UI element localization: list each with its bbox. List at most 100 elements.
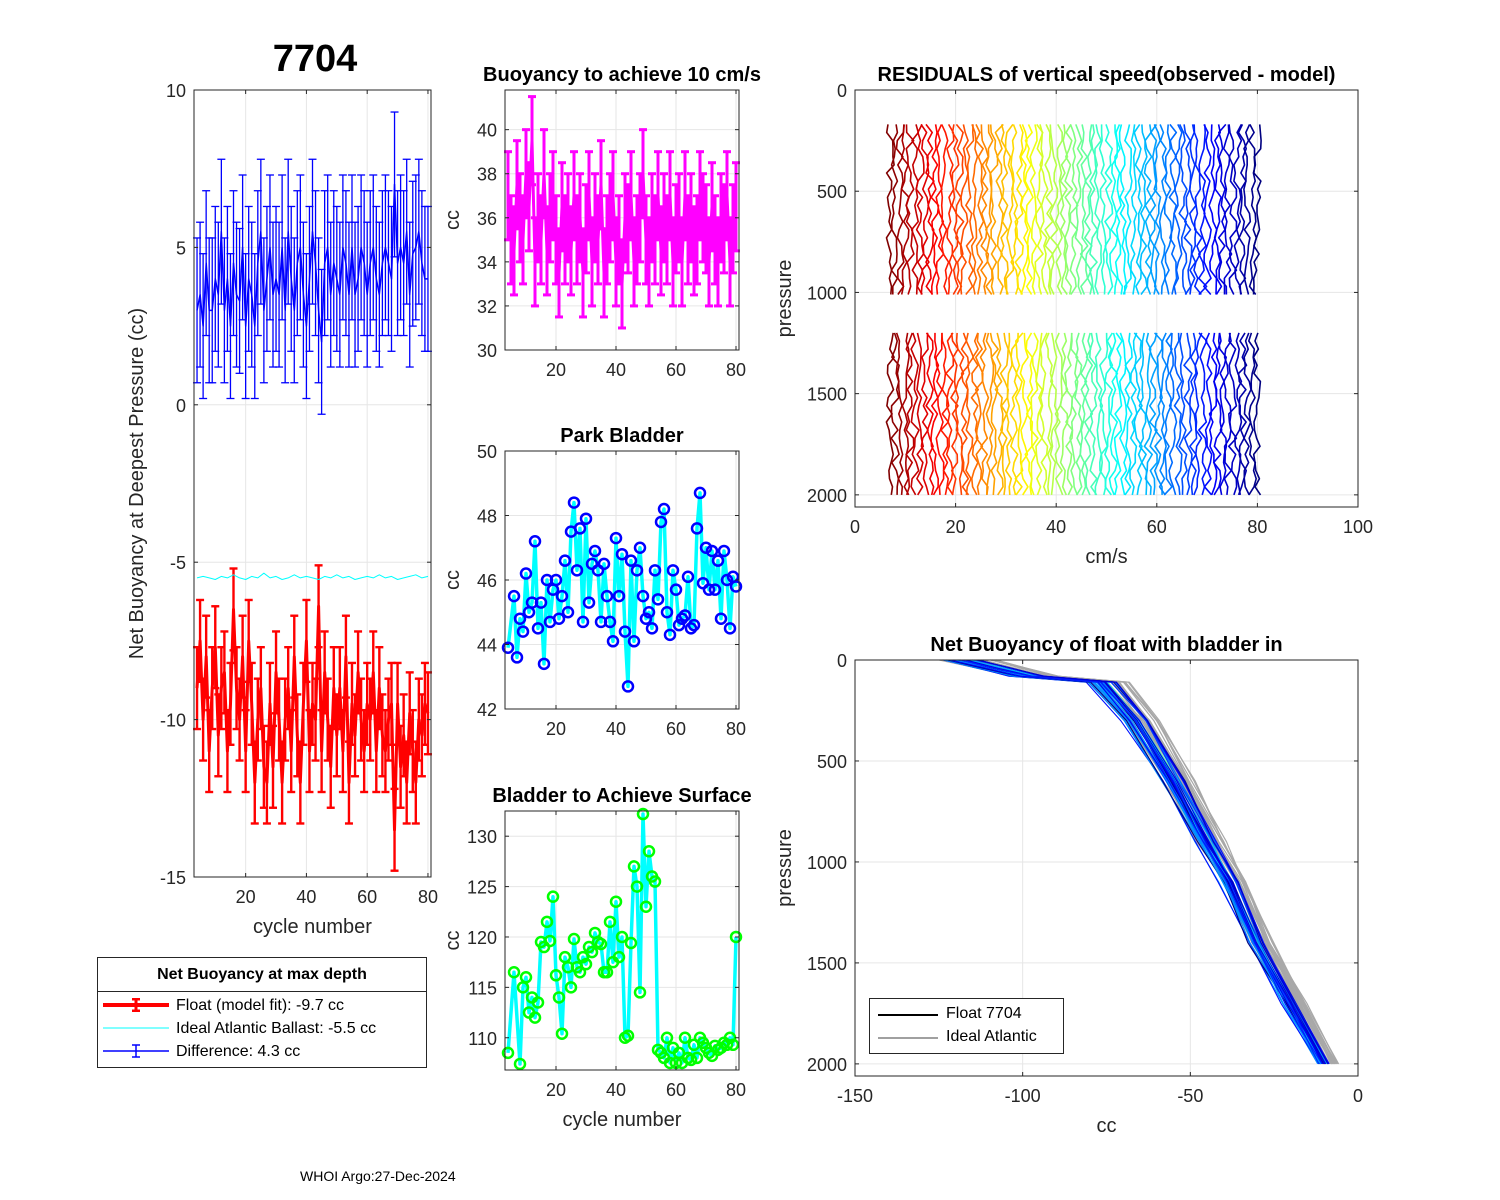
residual-profile <box>1248 332 1257 496</box>
residual-profile <box>954 123 965 295</box>
residual-profile <box>1203 332 1213 496</box>
residual-profile <box>890 124 899 295</box>
y-axis-label: cc <box>442 570 464 590</box>
residual-profile <box>950 332 959 496</box>
surface-marker <box>501 1046 515 1060</box>
residual-profile <box>1034 123 1044 295</box>
x-axis-label: cycle number <box>253 916 372 938</box>
axes-box <box>854 89 1359 508</box>
residual-profile <box>915 124 925 295</box>
park-marker <box>702 583 716 596</box>
park-marker <box>618 625 632 638</box>
residual-profile <box>1009 332 1019 496</box>
x-tick-label: -50 <box>1177 1086 1203 1106</box>
residual-profile <box>1143 332 1153 495</box>
residual-profile <box>946 123 955 295</box>
park-marker <box>561 606 575 619</box>
residual-profile <box>1108 332 1119 496</box>
residual-profile <box>895 332 904 495</box>
surface-marker <box>585 945 599 959</box>
residual-profile <box>1024 124 1034 295</box>
surface-marker <box>684 1053 698 1067</box>
residual-profile <box>1099 332 1109 496</box>
net-buoyancy-profile-axes: -150 -100 -50 0 0 500 1000 1500 2000 Net Buoyancy… <box>774 634 1363 1137</box>
x-tick-label: 40 <box>606 719 626 739</box>
park-marker <box>633 541 647 554</box>
residual-profile <box>1069 124 1079 295</box>
surface-marker <box>639 900 653 913</box>
y-axis-label: Net Buoyancy at Deepest Pressure (cc) <box>126 308 148 659</box>
legend-label-ideal: Ideal Atlantic Ballast: -5.5 cc <box>176 1020 377 1037</box>
surface-marker <box>519 971 533 984</box>
surface-marker <box>567 932 581 946</box>
residual-profile <box>959 124 969 295</box>
residual-profile <box>970 332 980 496</box>
park-marker <box>687 618 701 632</box>
x-tick-label: 60 <box>1147 517 1167 537</box>
plot-content <box>501 486 743 693</box>
park-marker <box>648 564 662 577</box>
park-marker <box>720 573 734 587</box>
legend-symbol-float <box>103 998 169 1012</box>
park-marker <box>729 580 743 593</box>
residual-profile <box>1163 332 1173 496</box>
y-tick-label: -15 <box>160 868 186 888</box>
surface-marker <box>642 845 656 858</box>
y-tick-label: 38 <box>477 165 497 185</box>
surface-marker <box>648 875 662 888</box>
park-marker <box>636 589 650 603</box>
x-tick-label: -150 <box>837 1086 873 1106</box>
residual-profile <box>1000 124 1009 295</box>
plot-content <box>939 659 1340 1065</box>
plot-content <box>501 807 743 1071</box>
park-marker <box>579 512 593 525</box>
park-marker <box>570 564 584 577</box>
park-marker <box>654 515 668 529</box>
ideal-atlantic-profile <box>995 659 1336 1065</box>
residual-profile <box>1178 124 1188 295</box>
surface-marker <box>621 1029 635 1042</box>
residual-profile <box>1154 332 1163 495</box>
surface-marker <box>576 950 590 964</box>
residual-profile <box>1223 332 1233 495</box>
park-marker <box>606 635 620 648</box>
park-marker <box>711 554 725 567</box>
y-tick-label: 44 <box>477 636 497 656</box>
residual-profile <box>1148 123 1158 295</box>
park-marker <box>669 583 683 596</box>
surface-marker <box>600 965 614 979</box>
surface-marker <box>540 915 554 929</box>
plot-content <box>504 95 740 330</box>
x-tick-label: 20 <box>236 887 256 907</box>
residual-profile <box>1193 332 1203 496</box>
residual-profile <box>1222 124 1233 295</box>
footer-stamp: WHOI Argo:27-Dec-2024 <box>300 1168 456 1184</box>
x-tick-label: 0 <box>1353 1086 1363 1106</box>
park-marker <box>630 564 644 577</box>
residual-profile <box>1153 124 1162 295</box>
residual-profile <box>1243 332 1252 496</box>
residual-profile <box>1093 124 1103 295</box>
axes-title: Buoyancy to achieve 10 cm/s <box>483 64 761 86</box>
park-marker <box>609 531 623 545</box>
y-tick-label: 34 <box>477 253 497 273</box>
surface-marker <box>678 1031 692 1045</box>
park-marker <box>534 596 548 609</box>
legend-title: Net Buoyancy at max depth <box>157 966 367 983</box>
residual-profile <box>1094 332 1104 495</box>
residual-profile <box>1208 332 1218 496</box>
surface-marker <box>663 1056 677 1070</box>
bladder-surface-axes: 20 40 60 80 110 115 120 125 130 Bladder to Achiev… <box>442 785 752 1131</box>
y-tick-label: 2000 <box>807 1055 847 1075</box>
park-marker <box>690 522 704 535</box>
axis-frame: 20 40 60 80 42 44 46 48 50 <box>477 442 746 739</box>
residual-profile <box>940 124 950 295</box>
legend-net-buoyancy: Net Buoyancy at max depth Float (model f… <box>97 957 427 1068</box>
park-marker <box>699 541 713 554</box>
x-axis-label: cycle number <box>563 1109 682 1131</box>
residual-profile <box>985 124 994 295</box>
x-tick-label: 60 <box>357 887 377 907</box>
park-marker <box>612 589 626 603</box>
residual-profile <box>1243 124 1252 295</box>
y-tick-label: 125 <box>467 878 497 898</box>
